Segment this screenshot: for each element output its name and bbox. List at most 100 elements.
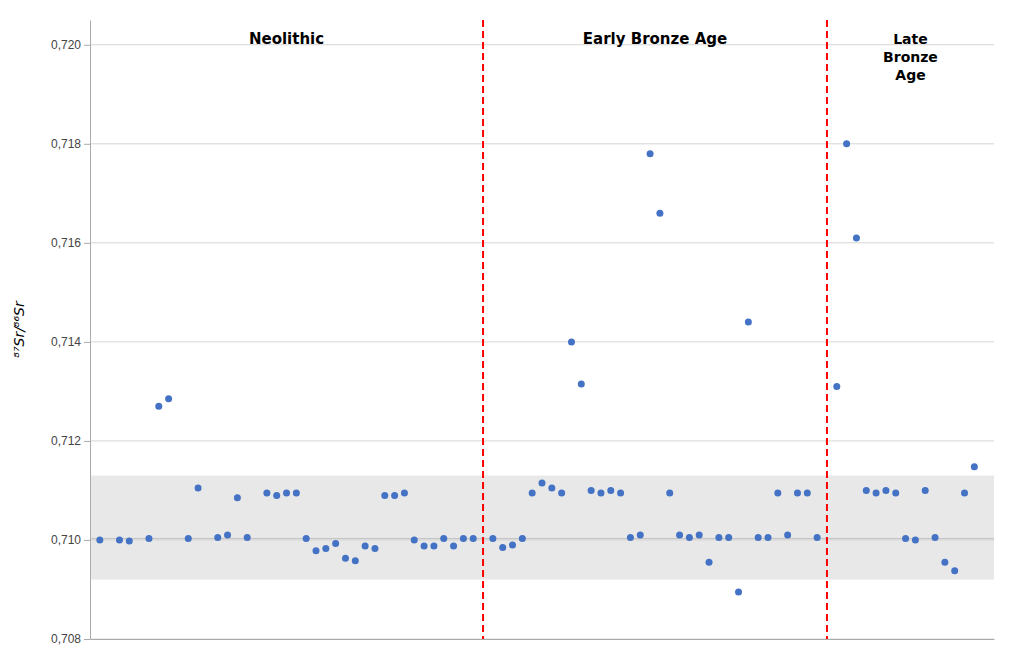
y-tick-label: 0,714 bbox=[51, 335, 81, 349]
point bbox=[863, 487, 870, 494]
point bbox=[804, 489, 811, 496]
point bbox=[853, 234, 860, 241]
point bbox=[342, 555, 349, 562]
point bbox=[322, 545, 329, 552]
point bbox=[244, 534, 251, 541]
y-tick-mark bbox=[84, 639, 90, 640]
point bbox=[637, 532, 644, 539]
y-tick: 0,718 bbox=[51, 137, 90, 151]
point bbox=[617, 489, 624, 496]
point bbox=[588, 487, 595, 494]
x-axis bbox=[91, 639, 995, 640]
grid-line bbox=[90, 539, 994, 540]
point bbox=[941, 559, 948, 566]
point bbox=[519, 535, 526, 542]
series bbox=[833, 140, 978, 574]
point bbox=[539, 480, 546, 487]
y-tick-mark bbox=[84, 342, 90, 343]
chart: 0,7080,7100,7120,7140,7160,7180,720Neoli… bbox=[0, 0, 1024, 669]
point bbox=[303, 535, 310, 542]
point bbox=[647, 150, 654, 157]
point bbox=[843, 140, 850, 147]
point bbox=[263, 489, 270, 496]
point bbox=[666, 489, 673, 496]
point bbox=[401, 489, 408, 496]
y-tick-mark bbox=[84, 441, 90, 442]
grid-line bbox=[90, 143, 994, 144]
y-tick-label: 0,708 bbox=[51, 632, 81, 646]
point bbox=[961, 489, 968, 496]
point bbox=[126, 537, 133, 544]
y-tick-label: 0,712 bbox=[51, 434, 81, 448]
point bbox=[293, 489, 300, 496]
point bbox=[313, 547, 320, 554]
plot-area bbox=[90, 20, 994, 639]
point bbox=[165, 395, 172, 402]
point bbox=[430, 542, 437, 549]
point bbox=[725, 534, 732, 541]
y-axis: 0,708 0,710 0,712 0,714 0,716 0,718 0,720 bbox=[51, 21, 91, 647]
point bbox=[145, 535, 152, 542]
y-axis-line bbox=[90, 21, 91, 640]
point bbox=[715, 534, 722, 541]
point bbox=[765, 534, 772, 541]
point bbox=[745, 319, 752, 326]
point bbox=[391, 492, 398, 499]
point bbox=[185, 535, 192, 542]
point bbox=[833, 383, 840, 390]
series bbox=[96, 395, 476, 564]
y-tick: 0,712 bbox=[51, 434, 90, 448]
point bbox=[578, 380, 585, 387]
point bbox=[440, 535, 447, 542]
point bbox=[794, 489, 801, 496]
point bbox=[371, 545, 378, 552]
period-label: LateBronzeAge bbox=[883, 31, 938, 83]
y-tick-label: 0,716 bbox=[51, 236, 81, 250]
period-divider bbox=[826, 20, 828, 639]
y-axis-title: ⁸⁷Sr/⁸⁶Sr bbox=[11, 300, 27, 358]
point bbox=[932, 534, 939, 541]
point bbox=[155, 403, 162, 410]
point bbox=[96, 536, 103, 543]
point bbox=[627, 534, 634, 541]
y-tick-mark bbox=[84, 243, 90, 244]
y-tick-mark bbox=[84, 45, 90, 46]
y-tick: 0,720 bbox=[51, 38, 90, 52]
grid-line bbox=[90, 440, 994, 441]
y-tick: 0,710 bbox=[51, 533, 90, 547]
point bbox=[912, 536, 919, 543]
point bbox=[283, 489, 290, 496]
point bbox=[352, 557, 359, 564]
point bbox=[951, 567, 958, 574]
plot: 0,7080,7100,7120,7140,7160,7180,720Neoli… bbox=[51, 20, 995, 646]
point bbox=[411, 536, 418, 543]
point bbox=[224, 532, 231, 539]
y-tick-mark bbox=[84, 144, 90, 145]
point bbox=[214, 534, 221, 541]
point bbox=[735, 588, 742, 595]
point bbox=[195, 484, 202, 491]
point bbox=[499, 544, 506, 551]
y-tick-label: 0,718 bbox=[51, 137, 81, 151]
shaded-band bbox=[90, 476, 994, 580]
period-dividers bbox=[483, 20, 827, 639]
point bbox=[450, 542, 457, 549]
point bbox=[922, 487, 929, 494]
point bbox=[892, 489, 899, 496]
period-divider bbox=[482, 20, 484, 639]
point bbox=[234, 494, 241, 501]
grid-line bbox=[90, 341, 994, 342]
point bbox=[882, 487, 889, 494]
y-tick-label: 0,710 bbox=[51, 533, 81, 547]
reference-line bbox=[90, 538, 994, 539]
period-label: Early Bronze Age bbox=[583, 30, 727, 48]
point bbox=[362, 542, 369, 549]
y-tick-mark bbox=[84, 540, 90, 541]
period-labels: NeolithicEarly Bronze AgeLateBronzeAge bbox=[249, 30, 938, 83]
y-tick: 0,714 bbox=[51, 335, 90, 349]
point bbox=[460, 535, 467, 542]
point bbox=[686, 534, 693, 541]
point bbox=[676, 532, 683, 539]
grid-line bbox=[90, 242, 994, 243]
point bbox=[774, 489, 781, 496]
